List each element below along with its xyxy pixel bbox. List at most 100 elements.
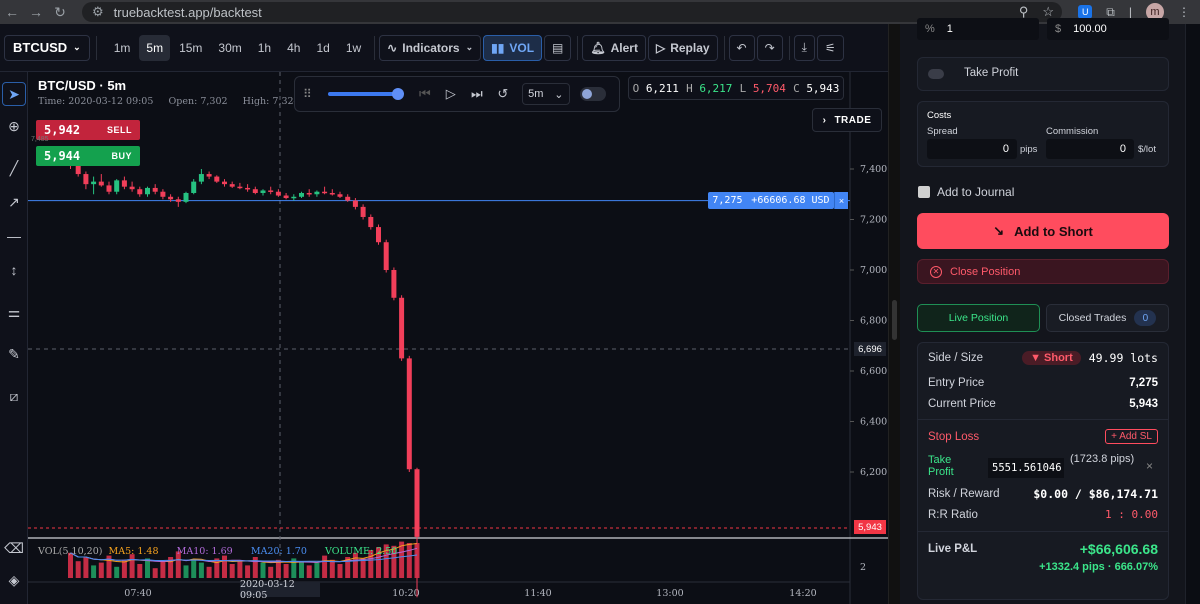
- trade-toggle-button[interactable]: › TRADE: [812, 108, 882, 132]
- candle-body: [198, 174, 204, 182]
- alert-button[interactable]: 🔔︎ Alert: [582, 34, 646, 61]
- price-chart[interactable]: 7,400 7,200 7,000 6,800 6,600 6,400 6,200 2 07:4…: [28, 72, 888, 604]
- site-info-icon[interactable]: ⚙: [92, 4, 104, 19]
- brush-icon[interactable]: ✎: [8, 345, 20, 362]
- settings-button[interactable]: ⚟: [816, 34, 844, 61]
- volume-bar: [368, 550, 374, 578]
- crosshair-date-label: 2020-03-12 09:05: [240, 579, 320, 601]
- horizontal-line-icon[interactable]: —: [7, 228, 21, 244]
- x-tick-label: 11:40: [524, 588, 551, 599]
- commission-input[interactable]: 0: [1046, 139, 1134, 159]
- speed-slider[interactable]: [327, 88, 404, 100]
- symbol-selector[interactable]: BTCUSD ⌄: [4, 34, 90, 61]
- fib-icon[interactable]: ⚌: [7, 303, 21, 320]
- sell-label: SELL: [106, 125, 132, 135]
- extensions-puzzle-icon[interactable]: ⧉: [1106, 4, 1115, 19]
- candle-body: [275, 191, 281, 196]
- back-icon[interactable]: ←: [5, 4, 19, 20]
- address-bar[interactable]: ⚙ truebacktest.app/backtest ⚲ ☆: [82, 2, 1062, 22]
- profile-avatar[interactable]: m: [1146, 3, 1164, 21]
- volume-bar: [414, 543, 420, 578]
- indicators-button[interactable]: ∿ Indicators ⌄: [379, 34, 482, 61]
- bar-chart-icon: ▮▮: [491, 40, 505, 55]
- timeframe-15m[interactable]: 15m: [179, 40, 203, 55]
- tab-closed-trades[interactable]: Closed Trades 0: [1046, 304, 1169, 332]
- timeframe-30m[interactable]: 30m: [218, 40, 242, 55]
- divider: [918, 531, 1168, 532]
- volume-bar: [391, 545, 397, 578]
- forward-icon[interactable]: →: [29, 4, 43, 20]
- candle-body: [129, 186, 135, 190]
- volume-bar: [291, 558, 297, 578]
- candle-body: [283, 195, 289, 199]
- separator: |: [1128, 5, 1132, 19]
- buy-button[interactable]: 5,944 BUY: [36, 146, 140, 166]
- volume-bar: [306, 565, 312, 578]
- browser-menu-icon[interactable]: ⋮: [1178, 5, 1190, 19]
- journal-checkbox[interactable]: [918, 186, 930, 198]
- quantity-field[interactable]: % 1: [917, 18, 1039, 40]
- skip-back-icon[interactable]: ⏮︎: [418, 86, 431, 101]
- alert-label: Alert: [610, 40, 638, 55]
- take-profit-input[interactable]: 5551.561046: [988, 458, 1064, 478]
- candle-body: [383, 242, 389, 270]
- timeframe-1d[interactable]: 1d: [316, 40, 330, 55]
- arrow-icon[interactable]: ↗: [8, 193, 20, 210]
- replay-button[interactable]: ▷ Replay: [647, 34, 718, 61]
- timeframe-4h[interactable]: 4h: [287, 40, 301, 55]
- take-profit-toggle[interactable]: [928, 69, 944, 79]
- crosshair-icon[interactable]: ⊕: [8, 117, 20, 134]
- vol-button[interactable]: ▮▮ VOL: [483, 34, 543, 61]
- download-button[interactable]: ⤓: [793, 34, 815, 61]
- scrollbar[interactable]: [888, 24, 900, 604]
- vertical-measure-icon[interactable]: ↕: [10, 262, 18, 278]
- close-position-button[interactable]: ✕ Close Position: [917, 259, 1169, 284]
- eraser-icon[interactable]: ⌫: [4, 539, 24, 556]
- cursor-icon[interactable]: ➤: [2, 82, 26, 106]
- volume-bar: [322, 555, 328, 578]
- timeframe-1m[interactable]: 1m: [113, 40, 131, 55]
- position-line-label[interactable]: 7,275 +66606.68 USD: [708, 192, 834, 209]
- stop-loss-label: Stop Loss: [928, 430, 980, 443]
- bookmark-star-icon[interactable]: ☆: [1042, 4, 1054, 19]
- timeframe-5m[interactable]: 5m: [139, 34, 171, 61]
- add-sl-button[interactable]: + Add SL: [1105, 429, 1158, 444]
- y-tick-label: 7,400: [860, 164, 887, 175]
- layers-icon[interactable]: ◈: [8, 571, 20, 588]
- reload-icon[interactable]: ↻: [54, 3, 66, 20]
- replay-toggle[interactable]: [579, 87, 606, 101]
- timeframe-1h[interactable]: 1h: [257, 40, 272, 55]
- redo-button[interactable]: ↷: [756, 34, 783, 61]
- extension-icon[interactable]: U: [1078, 5, 1093, 19]
- l-label: L: [739, 81, 747, 95]
- entry-label: Entry Price: [928, 377, 985, 389]
- close-position-icon[interactable]: ×: [834, 192, 848, 209]
- tab-live-position[interactable]: Live Position: [917, 304, 1040, 332]
- x-tick-label: 14:20: [789, 588, 816, 599]
- candle-body: [337, 194, 343, 197]
- step-forward-icon[interactable]: ⏭︎: [470, 86, 483, 101]
- sell-button[interactable]: 5,942 SELL: [36, 120, 140, 140]
- candle-body: [329, 192, 335, 195]
- layout-button[interactable]: ▤: [544, 34, 572, 61]
- trendline-icon[interactable]: ╱: [9, 159, 19, 176]
- candle-body: [206, 174, 212, 177]
- candle-body: [114, 180, 120, 192]
- play-icon[interactable]: ▷: [445, 86, 456, 101]
- reset-icon[interactable]: ↺: [497, 86, 509, 101]
- timeframe-1w[interactable]: 1w: [345, 40, 362, 55]
- chart-canvas[interactable]: 7,400 7,200 7,000 6,800 6,600 6,400 6,200 2 07:4…: [28, 72, 888, 604]
- scrollbar-thumb[interactable]: [892, 300, 897, 340]
- spread-input[interactable]: 0: [927, 139, 1017, 159]
- replay-timeframe-select[interactable]: 5m ⌄: [521, 83, 570, 105]
- clear-tp-icon[interactable]: ×: [1146, 459, 1154, 473]
- amount-field[interactable]: $100.00: [1047, 18, 1169, 40]
- add-to-short-button[interactable]: ↘ Add to Short: [917, 213, 1169, 249]
- drag-handle-icon[interactable]: ⠿: [303, 87, 312, 101]
- undo-button[interactable]: ↶: [728, 34, 755, 61]
- ruler-icon[interactable]: ⧄: [9, 387, 19, 404]
- zoom-icon[interactable]: ⚲: [1018, 4, 1029, 19]
- cut-price-label: 7,485: [31, 136, 49, 143]
- y-tick-label: 7,000: [860, 265, 887, 276]
- live-pnl-label: Live P&L: [928, 543, 978, 555]
